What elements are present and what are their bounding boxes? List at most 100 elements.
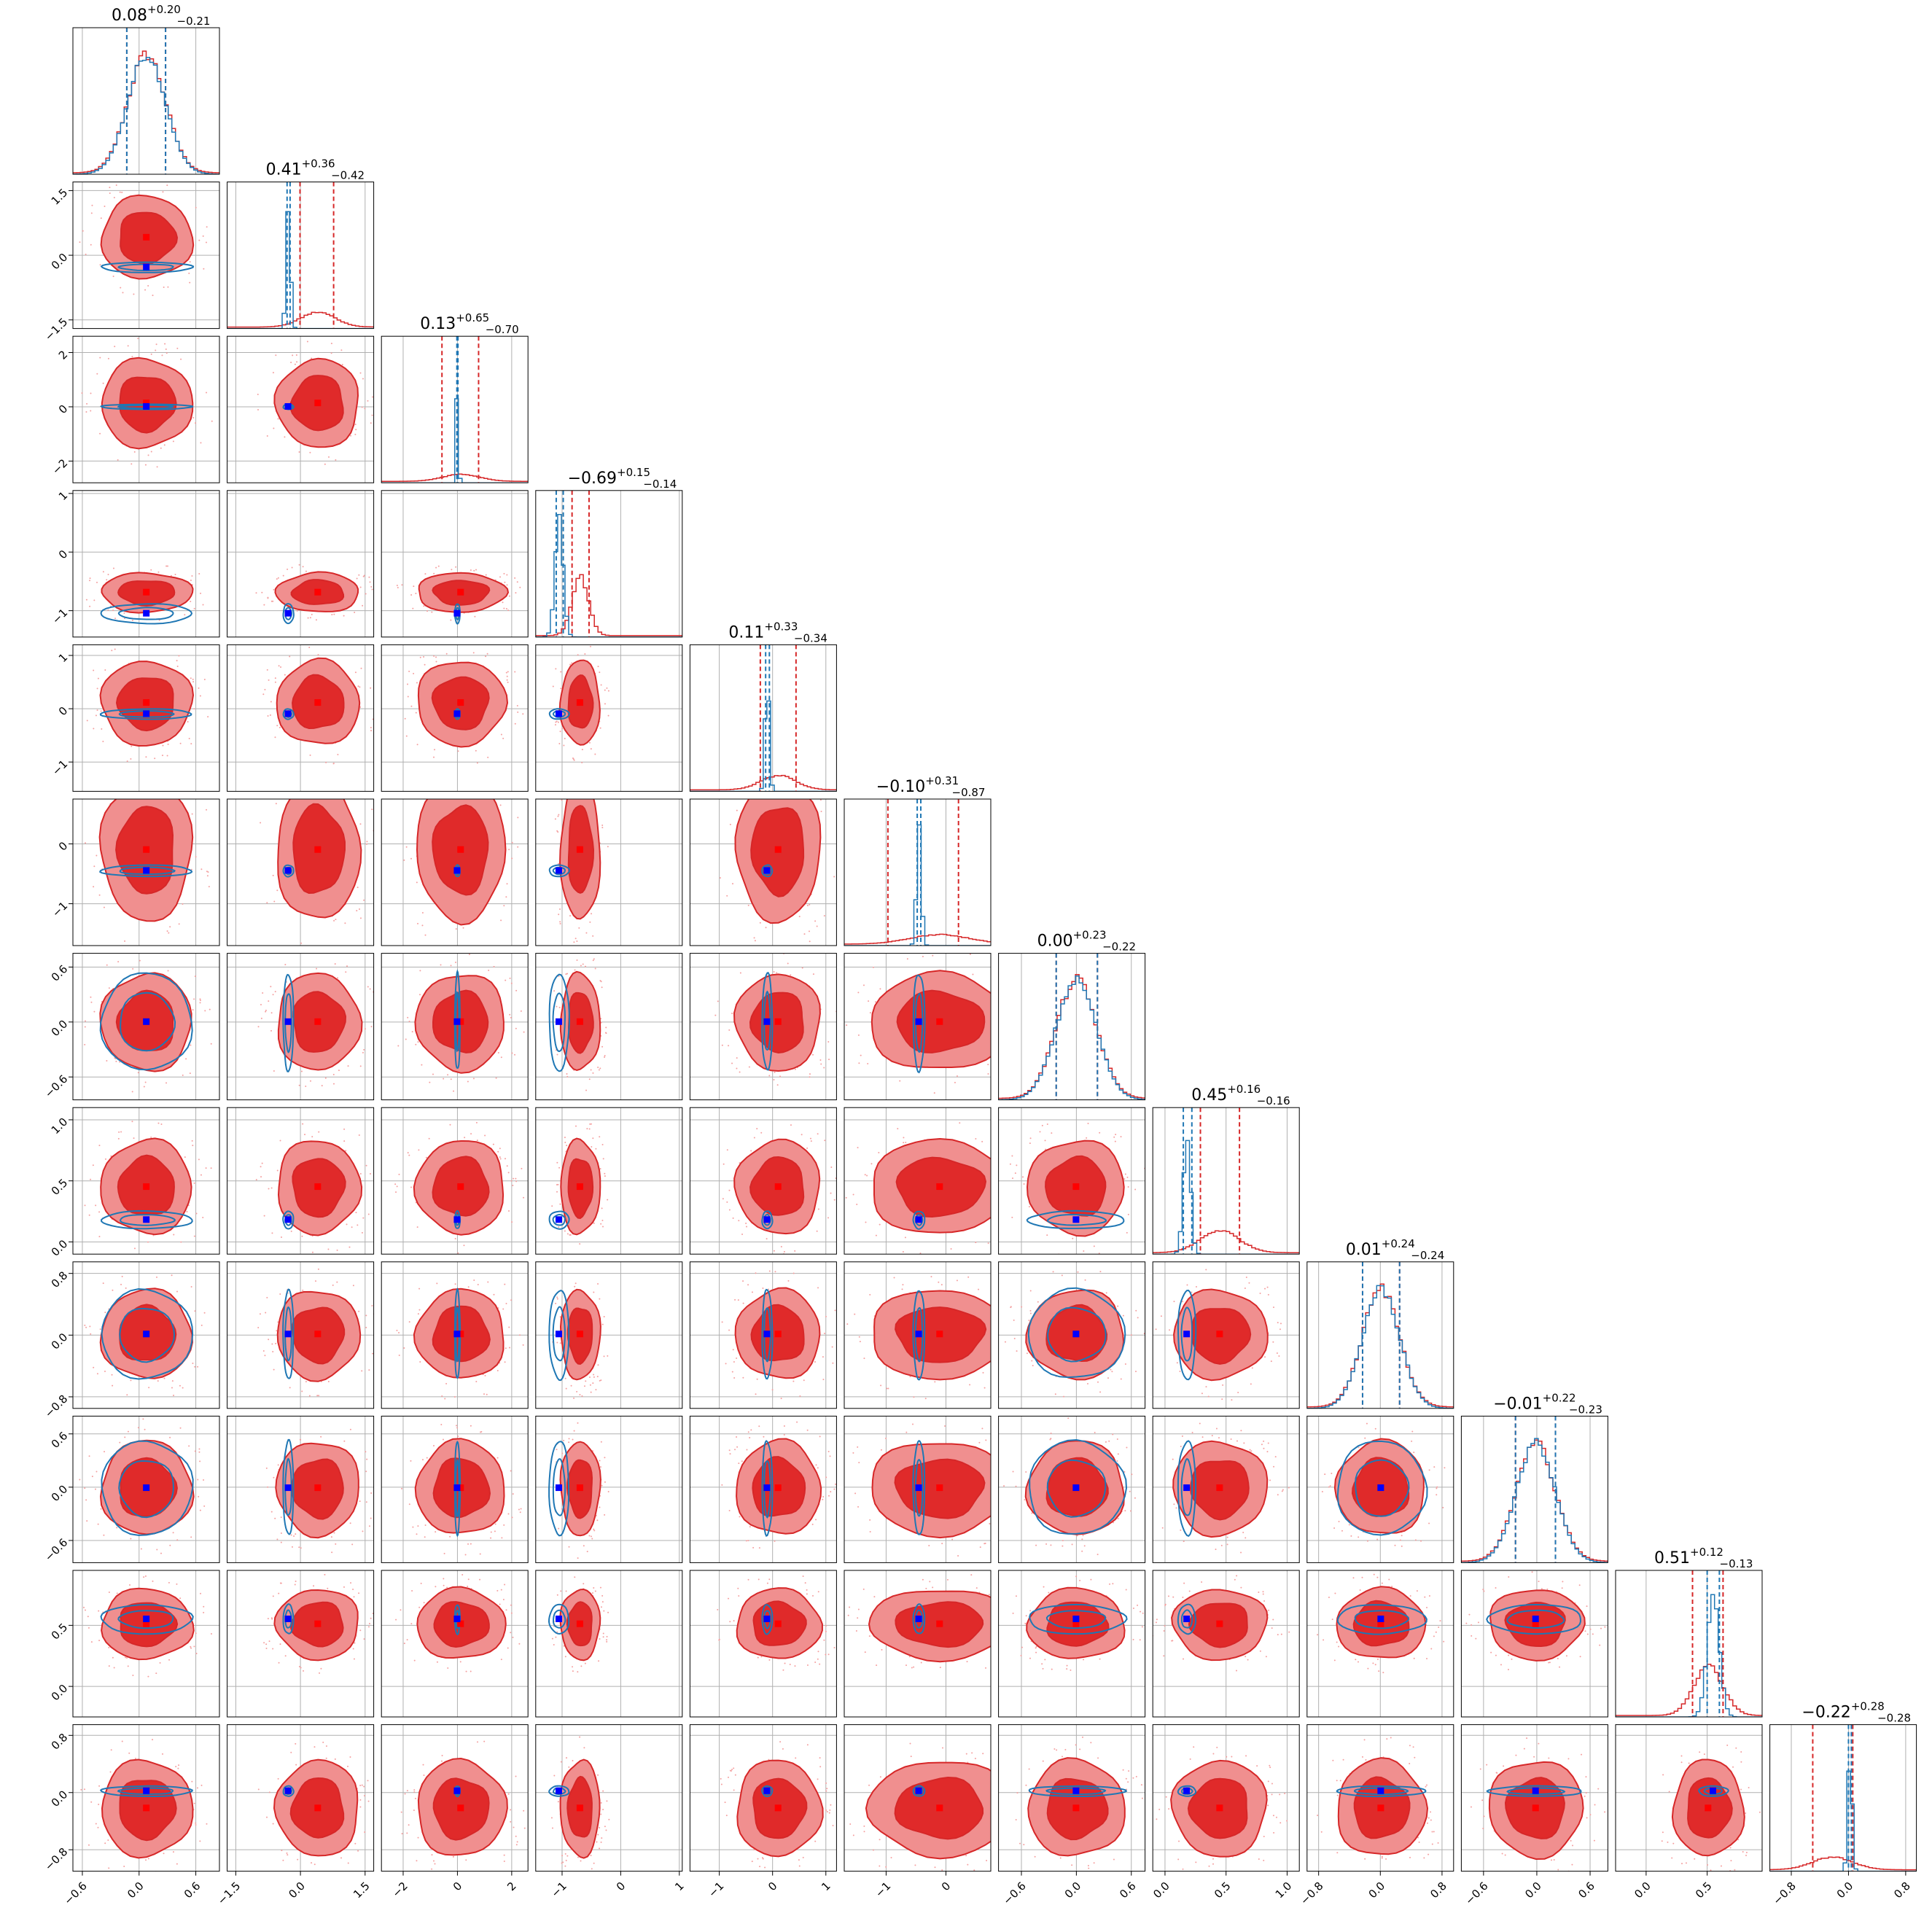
sample-point <box>1391 1586 1393 1588</box>
sample-point <box>369 988 371 990</box>
sample-point <box>143 1576 145 1578</box>
sample-point <box>450 1078 452 1080</box>
sample-point <box>129 180 131 182</box>
sample-point <box>982 1371 984 1374</box>
sample-point <box>398 1173 400 1175</box>
sample-point <box>123 612 125 614</box>
truth-marker-primary <box>457 1484 464 1492</box>
sample-point <box>550 1817 553 1819</box>
sample-point <box>776 1084 779 1086</box>
sample-point <box>756 1128 758 1130</box>
truth-marker-primary <box>1532 1620 1539 1627</box>
sample-point <box>172 1851 174 1853</box>
sample-point <box>810 1140 812 1142</box>
sample-point <box>1716 1876 1718 1877</box>
contour-outer-secondary <box>282 864 295 878</box>
sample-point <box>192 1145 194 1147</box>
sample-point <box>1471 1635 1473 1637</box>
sample-point <box>817 1208 819 1210</box>
sample-point <box>506 1165 508 1167</box>
sample-point <box>90 212 93 214</box>
sample-point <box>257 1788 260 1791</box>
sample-point <box>1267 1442 1269 1444</box>
sample-point <box>155 1672 157 1675</box>
sample-point <box>133 1247 136 1250</box>
sample-point <box>1023 1043 1024 1045</box>
sample-point <box>195 1822 197 1824</box>
sample-point <box>343 775 344 776</box>
sample-point <box>561 1855 564 1857</box>
sample-point <box>512 1493 514 1495</box>
sample-point <box>1105 1441 1107 1443</box>
panel-frame <box>535 1107 683 1255</box>
histogram-primary <box>1616 1663 1762 1716</box>
sample-point <box>607 714 609 717</box>
sample-point <box>607 690 609 692</box>
sample-point <box>1025 1784 1027 1786</box>
y-tick-label: 0.0 <box>49 1331 71 1352</box>
sample-point <box>1172 1596 1175 1598</box>
contour-outer-secondary <box>282 1210 295 1230</box>
sample-point <box>174 755 176 757</box>
sample-point <box>783 1425 785 1427</box>
histogram-secondary <box>998 975 1145 1100</box>
sample-point <box>168 932 170 934</box>
sample-point <box>721 1044 723 1046</box>
truth-marker-primary <box>1216 1804 1223 1812</box>
sample-point <box>565 973 567 975</box>
contour-outer-secondary <box>282 708 295 720</box>
sample-point <box>359 1785 362 1787</box>
sample-point <box>583 1583 585 1585</box>
contour-outer-secondary <box>761 1603 774 1635</box>
sample-point <box>90 1178 92 1180</box>
sample-point <box>362 575 365 577</box>
sample-point <box>98 1803 100 1805</box>
sample-point <box>276 1169 278 1172</box>
sample-point <box>560 1590 562 1592</box>
sample-point <box>334 1758 336 1760</box>
panel-10-10: 0.51+0.12−0.13 <box>1615 1546 1763 1718</box>
truth-marker-secondary <box>1072 1616 1080 1622</box>
contour-outer-secondary <box>1337 1604 1427 1635</box>
truth-marker-secondary <box>143 710 150 717</box>
sample-point <box>559 1203 561 1205</box>
sample-point <box>263 1215 265 1217</box>
sample-point <box>1320 1831 1323 1833</box>
sample-point <box>423 1602 425 1604</box>
sample-point <box>280 666 282 668</box>
sample-point <box>349 1428 351 1430</box>
sample-point <box>298 1546 300 1549</box>
sample-point <box>726 1201 728 1203</box>
sample-point <box>568 1546 570 1548</box>
sample-point <box>199 998 201 1000</box>
sample-point <box>324 1573 326 1575</box>
sample-point <box>1112 1433 1114 1436</box>
contour-outer-secondary <box>761 1210 774 1230</box>
y-tick-label: 2 <box>56 348 70 362</box>
sample-point <box>1538 1742 1540 1745</box>
sample-point <box>411 1031 413 1033</box>
sample-point <box>600 1379 602 1382</box>
sample-point <box>1018 1321 1019 1323</box>
sample-point <box>1481 1799 1484 1801</box>
sample-point <box>1427 1822 1429 1824</box>
sample-point <box>352 1285 354 1287</box>
truth-marker-secondary <box>143 1484 150 1492</box>
sample-point <box>1413 1657 1415 1659</box>
sample-point <box>774 1540 776 1542</box>
sample-point <box>563 1439 565 1441</box>
sample-point <box>599 1460 601 1462</box>
sample-point <box>940 1284 943 1286</box>
sample-point <box>602 1790 604 1792</box>
sample-point <box>470 1425 472 1427</box>
sample-point <box>822 1356 824 1358</box>
sample-point <box>499 1158 502 1160</box>
sample-point <box>147 454 149 456</box>
sample-point <box>84 1609 86 1611</box>
sample-point <box>1538 1581 1540 1583</box>
sample-point <box>207 871 209 873</box>
histogram-secondary <box>535 514 682 637</box>
y-tick-label: 1.5 <box>49 186 71 208</box>
sample-point <box>893 1277 895 1279</box>
sample-point <box>822 1498 824 1500</box>
